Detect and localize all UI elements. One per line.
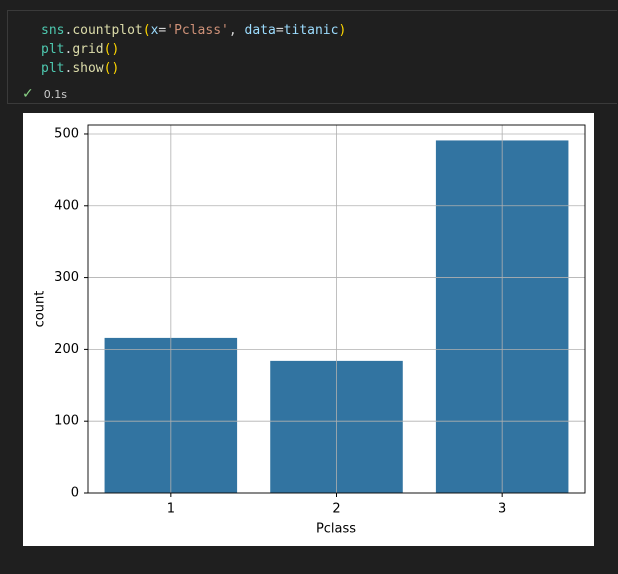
code-token: = [158,23,167,38]
code-token: () [103,61,120,76]
y-tick-label: 100 [54,414,79,429]
code-line: plt.grid() [41,40,346,59]
code-line: plt.show() [41,59,346,78]
code-token: data [244,23,276,38]
code-token: 'Pclass' [166,23,229,38]
code-token: plt [41,61,65,76]
code-token: . [64,42,73,57]
chart: Pclass count 0 100 200 300 400 500 1 2 3 [23,113,594,546]
code-token: . [64,61,73,76]
code-token: ( [142,23,151,38]
exec-time: 0.1s [43,88,67,101]
code-token: , [228,23,245,38]
status: ✓ 0.1s [22,86,67,102]
x-tick-label: 2 [332,502,340,517]
code-token: sns [41,23,65,38]
code-token: ) [338,23,347,38]
code-token: titanic [283,23,339,38]
code-token: () [103,42,120,57]
y-tick-label: 300 [54,270,79,285]
y-tick-label: 200 [54,342,79,357]
y-tick-label: 500 [54,126,79,141]
code-token: = [275,23,284,38]
y-axis-label: count [33,291,48,328]
x-tick-label: 1 [167,502,175,517]
x-axis-label: Pclass [316,522,356,537]
check-icon: ✓ [22,86,34,102]
code: sns.countplot(x='Pclass', data=titanic) p… [41,21,346,78]
code-token: show [72,61,104,76]
plot-frame [87,124,586,494]
code-line: sns.countplot(x='Pclass', data=titanic) [41,21,346,40]
code-cell [7,10,617,104]
code-token: . [64,23,73,38]
y-tick-label: 400 [54,198,79,213]
code-token: plt [41,42,65,57]
y-tick-label: 0 [71,486,79,501]
code-token: countplot [72,23,143,38]
code-token: grid [72,42,104,57]
x-tick-label: 3 [498,502,506,517]
code-token: x [150,23,159,38]
